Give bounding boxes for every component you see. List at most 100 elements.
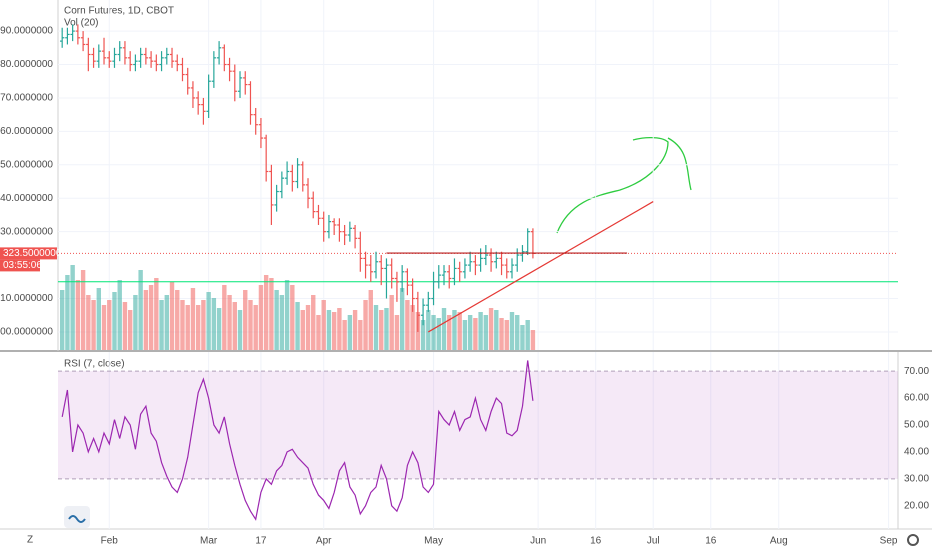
price-pane (58, 0, 898, 350)
volume-bar (331, 312, 337, 350)
rsi-line (61, 360, 534, 521)
volume-bar (509, 312, 515, 350)
volume-bar (216, 308, 222, 350)
y-tick-label: 30.00 (904, 474, 929, 485)
volume-bar (279, 295, 285, 350)
x-tick-label: Jun (530, 536, 546, 547)
y-tick-label: 340.0000000 (0, 193, 53, 204)
volume-bar (59, 290, 65, 350)
legend-rsi: RSI (7, close) (64, 359, 125, 370)
volume-bar (117, 280, 122, 350)
volume-bar (426, 310, 431, 350)
volume-bar (107, 300, 112, 350)
volume-bar (347, 315, 353, 350)
volume-bar (91, 300, 96, 350)
logo-wave (68, 515, 86, 523)
y-tick-label: 360.0000000 (0, 126, 53, 137)
volume-bar (520, 325, 525, 350)
volume-bar (321, 300, 326, 350)
x-tick-label: Feb (101, 536, 119, 547)
volume-bar (185, 305, 190, 350)
volume-bar (431, 315, 436, 350)
volume-bar (368, 290, 373, 350)
volume-bar (342, 320, 347, 350)
volume-bar (96, 288, 101, 350)
logo (64, 506, 90, 528)
volume-bar (159, 300, 164, 350)
volume-bar (488, 308, 494, 350)
last-price-label: 323.5000000 (3, 248, 62, 259)
legend-volume: Vol (20) (64, 18, 98, 29)
y-tick-label: 380.0000000 (0, 59, 53, 70)
volume-bar (373, 305, 379, 350)
volume-bar (243, 290, 248, 350)
volume-bar (80, 270, 86, 350)
volume-bar (138, 270, 143, 350)
countdown-tag (0, 259, 40, 272)
volume-bar (399, 288, 405, 350)
volume-bar (515, 315, 520, 350)
volume-bar (133, 295, 138, 350)
volume-bar (75, 280, 81, 350)
volume-bar (253, 305, 258, 350)
volume-bar (237, 310, 243, 350)
x-tick-label: 17 (255, 536, 267, 547)
volume-bar (457, 312, 462, 350)
volume-bar (148, 285, 154, 350)
y-tick-label: 310.0000000 (0, 293, 53, 304)
x-tick-label: Apr (316, 536, 332, 547)
volume-bar (195, 305, 201, 350)
y-tick-label: 390.0000000 (0, 26, 53, 37)
volume-bar (175, 290, 180, 350)
volume-bar (101, 305, 107, 350)
x-tick-label: Jul (647, 536, 660, 547)
x-tick-label: Sep (880, 536, 898, 547)
volume-bar (311, 295, 316, 350)
y-tick-label: 50.00 (904, 420, 929, 431)
y-tick-label: 40.00 (904, 447, 929, 458)
volume-bar (284, 280, 290, 350)
volume-bar (467, 315, 473, 350)
volume-bar (447, 315, 452, 350)
x-tick-label: May (424, 536, 443, 547)
volume-bar (337, 308, 342, 350)
rsi-band (58, 371, 898, 479)
volume-bar (112, 292, 117, 350)
volume-bar (394, 315, 400, 350)
volume-bar (494, 310, 499, 350)
volume-bar (478, 312, 483, 350)
volume-bar (269, 278, 274, 350)
y-tick-label: 350.0000000 (0, 159, 53, 170)
volume-bar (274, 290, 279, 350)
volume-bar (384, 308, 389, 350)
volume-bar (305, 305, 311, 350)
y-tick-label: 70.00 (904, 366, 929, 377)
volume-bar (363, 300, 368, 350)
settings-icon[interactable] (907, 534, 919, 546)
x-tick-label: Aug (770, 536, 788, 547)
volume-bar (86, 295, 91, 350)
volume-bar (201, 300, 206, 350)
volume-bar (295, 302, 300, 350)
volume-bar (326, 310, 332, 350)
y-tick-label: 330.0000000 (0, 226, 53, 237)
volume-bar (441, 308, 447, 350)
volume-bar (164, 295, 169, 350)
volume-bar (462, 320, 468, 350)
y-tick-label: 60.00 (904, 393, 929, 404)
volume-bar (127, 310, 133, 350)
volume-bar (180, 300, 185, 350)
volume-bar (290, 285, 295, 350)
volume-bar (452, 310, 457, 350)
volume-bar (499, 318, 504, 350)
volume-bar (263, 275, 269, 350)
volume-bar (352, 310, 358, 350)
volume-bar (143, 290, 149, 350)
zoom-icon[interactable]: Z (27, 535, 33, 546)
volume-bar (169, 282, 175, 350)
x-tick-label: 16 (590, 536, 602, 547)
y-tick-label: 300.0000000 (0, 327, 53, 338)
volume-bar (436, 318, 441, 350)
volume-bar (410, 305, 415, 350)
